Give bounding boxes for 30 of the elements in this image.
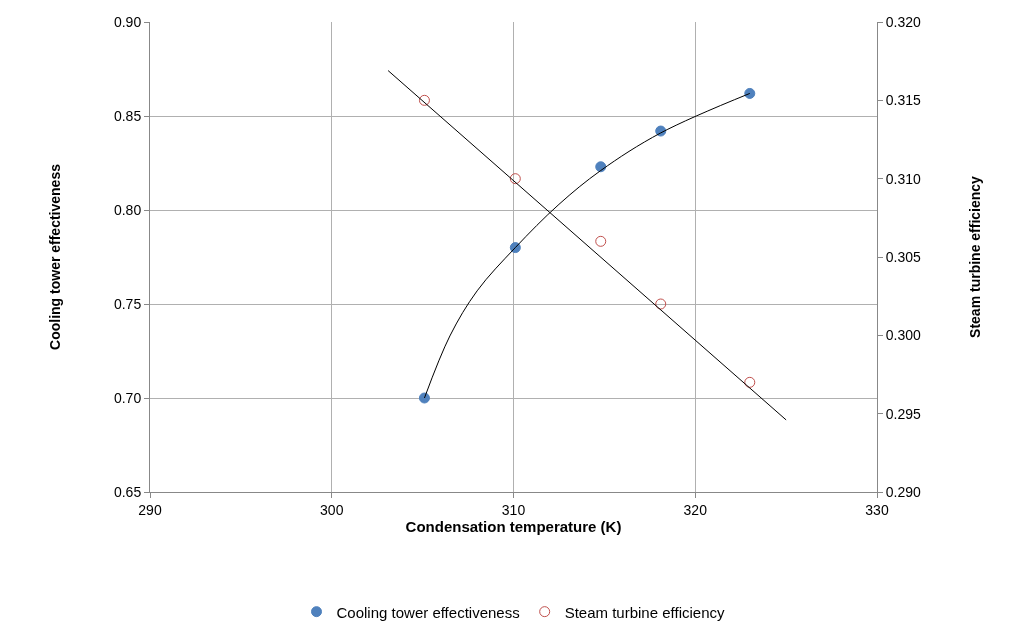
y-tick-label: 0.90 <box>113 13 142 30</box>
x-tick-label: 330 <box>865 501 889 518</box>
y-tick-label: 0.80 <box>113 201 142 218</box>
point <box>418 392 430 404</box>
y2-tick-label: 0.295 <box>885 405 922 422</box>
y-tick-label: 0.65 <box>113 483 142 500</box>
point <box>509 173 521 185</box>
x-tick-label: 310 <box>501 501 526 518</box>
y2-tick-label: 0.310 <box>885 170 922 187</box>
point <box>744 376 756 388</box>
y2-tick-label: 0.305 <box>885 248 922 265</box>
y-tick-label: 0.85 <box>113 107 142 124</box>
x-axis-title: Condensation temperature (K) <box>405 517 622 535</box>
legend-label: Steam turbine efficiency <box>564 603 725 621</box>
legend-label: Cooling tower effectiveness <box>336 603 520 621</box>
point <box>744 87 756 99</box>
point <box>595 235 607 247</box>
y-axis-title: Cooling tower effectiveness <box>46 163 63 350</box>
y2-tick-label: 0.315 <box>885 92 922 109</box>
y-tick-label: 0.75 <box>113 295 142 312</box>
x-tick-label: 320 <box>683 501 708 518</box>
y2-tick-label: 0.300 <box>885 327 922 344</box>
y2-tick-label: 0.320 <box>885 13 922 30</box>
point <box>418 94 430 106</box>
x-tick-label: 300 <box>320 501 344 518</box>
y2-axis-title: Steam turbine efficiency <box>967 175 984 338</box>
y-tick-label: 0.70 <box>113 389 142 406</box>
x-tick-label: 290 <box>138 501 162 518</box>
y2-tick-label: 0.290 <box>885 483 922 500</box>
point <box>655 298 667 310</box>
